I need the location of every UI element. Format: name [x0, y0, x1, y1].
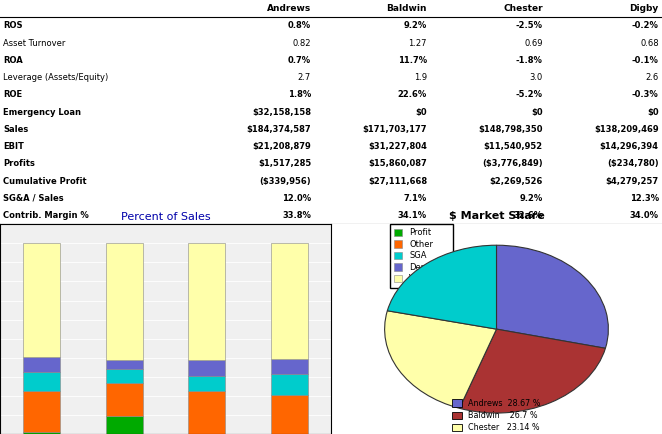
Text: -0.2%: -0.2%: [632, 21, 659, 30]
Bar: [271, 374, 308, 395]
Bar: [271, 243, 308, 358]
Text: -1.8%: -1.8%: [516, 56, 543, 65]
Text: 11.7%: 11.7%: [398, 56, 427, 65]
Text: ROS: ROS: [3, 21, 23, 30]
Text: 0.82: 0.82: [293, 39, 311, 48]
Text: Emergency Loan: Emergency Loan: [3, 108, 81, 117]
Text: $171,703,177: $171,703,177: [363, 125, 427, 134]
Text: 0.69: 0.69: [524, 39, 543, 48]
Text: Contrib. Margin %: Contrib. Margin %: [3, 211, 89, 220]
Bar: [105, 417, 143, 434]
Text: $0: $0: [647, 108, 659, 117]
Text: 12.3%: 12.3%: [630, 194, 659, 203]
Wedge shape: [387, 245, 496, 329]
Bar: [188, 391, 226, 434]
Text: 9.2%: 9.2%: [404, 21, 427, 30]
Text: Profits: Profits: [3, 159, 35, 168]
Text: $138,209,469: $138,209,469: [594, 125, 659, 134]
Text: $184,374,587: $184,374,587: [246, 125, 311, 134]
Text: 34.0%: 34.0%: [630, 211, 659, 220]
Wedge shape: [496, 245, 608, 349]
Text: 1.8%: 1.8%: [288, 90, 311, 99]
Text: 0.7%: 0.7%: [288, 56, 311, 65]
Text: $14,296,394: $14,296,394: [600, 142, 659, 151]
Text: $0: $0: [531, 108, 543, 117]
Bar: [23, 432, 60, 434]
Text: Leverage (Assets/Equity): Leverage (Assets/Equity): [3, 73, 109, 82]
Text: $2,269,526: $2,269,526: [489, 177, 543, 186]
Text: ROE: ROE: [3, 90, 23, 99]
Bar: [105, 243, 143, 360]
Bar: [105, 383, 143, 417]
Title: $ Market Share: $ Market Share: [449, 210, 544, 220]
Bar: [271, 358, 308, 374]
Title: Percent of Sales: Percent of Sales: [120, 212, 211, 222]
Text: Sales: Sales: [3, 125, 28, 134]
Bar: [188, 360, 226, 376]
Text: $21,208,879: $21,208,879: [252, 142, 311, 151]
Text: Digby: Digby: [630, 4, 659, 13]
Bar: [23, 372, 60, 391]
Text: 9.2%: 9.2%: [520, 194, 543, 203]
Bar: [23, 391, 60, 432]
Text: 3.0: 3.0: [530, 73, 543, 82]
Bar: [105, 360, 143, 369]
Text: 1.9: 1.9: [414, 73, 427, 82]
Text: 32.6%: 32.6%: [514, 211, 543, 220]
Text: Andrews: Andrews: [267, 4, 311, 13]
Text: 2.6: 2.6: [645, 73, 659, 82]
Text: $15,860,087: $15,860,087: [368, 159, 427, 168]
Text: -2.5%: -2.5%: [516, 21, 543, 30]
Text: ROA: ROA: [3, 56, 23, 65]
Text: $11,540,952: $11,540,952: [484, 142, 543, 151]
Text: $0: $0: [415, 108, 427, 117]
Text: ($339,956): ($339,956): [260, 177, 311, 186]
Wedge shape: [385, 311, 496, 408]
Text: Baldwin: Baldwin: [387, 4, 427, 13]
Text: -0.1%: -0.1%: [632, 56, 659, 65]
Wedge shape: [459, 329, 606, 413]
Text: $31,227,804: $31,227,804: [368, 142, 427, 151]
Text: Chester: Chester: [503, 4, 543, 13]
Text: Asset Turnover: Asset Turnover: [3, 39, 66, 48]
Text: $1,517,285: $1,517,285: [258, 159, 311, 168]
Bar: [105, 369, 143, 383]
Text: 0.68: 0.68: [640, 39, 659, 48]
Text: SG&A / Sales: SG&A / Sales: [3, 194, 64, 203]
Text: Cumulative Profit: Cumulative Profit: [3, 177, 87, 186]
Text: 22.6%: 22.6%: [398, 90, 427, 99]
Text: ($234,780): ($234,780): [607, 159, 659, 168]
Text: $148,798,350: $148,798,350: [479, 125, 543, 134]
Text: -5.2%: -5.2%: [516, 90, 543, 99]
Text: $4,279,257: $4,279,257: [606, 177, 659, 186]
Bar: [271, 395, 308, 434]
Text: 2.7: 2.7: [298, 73, 311, 82]
Text: $27,111,668: $27,111,668: [368, 177, 427, 186]
Bar: [23, 357, 60, 372]
Legend: Profit, Other, SGA, Depr, Var Costs: Profit, Other, SGA, Depr, Var Costs: [390, 224, 453, 288]
Text: $32,158,158: $32,158,158: [252, 108, 311, 117]
Bar: [188, 243, 226, 360]
Text: 12.0%: 12.0%: [282, 194, 311, 203]
Text: 34.1%: 34.1%: [398, 211, 427, 220]
Text: EBIT: EBIT: [3, 142, 24, 151]
Text: 1.27: 1.27: [408, 39, 427, 48]
Legend: Andrews  28.67 %, Baldwin    26.7 %, Chester   23.14 %, Digby     21.49 %: Andrews 28.67 %, Baldwin 26.7 %, Chester…: [449, 396, 544, 434]
Text: 33.8%: 33.8%: [282, 211, 311, 220]
Text: 0.8%: 0.8%: [288, 21, 311, 30]
Text: 7.1%: 7.1%: [404, 194, 427, 203]
Bar: [23, 243, 60, 357]
Bar: [188, 376, 226, 391]
Text: ($3,776,849): ($3,776,849): [482, 159, 543, 168]
Text: -0.3%: -0.3%: [632, 90, 659, 99]
